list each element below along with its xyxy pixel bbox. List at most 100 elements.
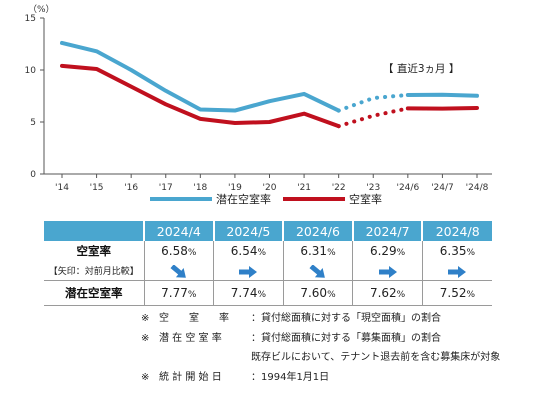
x-tick-label: '24/6: [396, 183, 419, 193]
potential-unit: %: [466, 290, 476, 300]
x-ticks: '14 '15 '16 '17 '18 '19 '20 '21 '22 '23 '24/6 '24/7…: [55, 174, 489, 193]
vacancy-unit: %: [257, 248, 267, 258]
x-tick-label: '21: [297, 183, 311, 193]
trend-cell: [213, 261, 284, 281]
vacancy-value: 6.29: [369, 244, 397, 258]
series-line-0: [60, 40, 341, 113]
trend-arrow-icon: [170, 264, 186, 278]
potential-value: 7.60: [300, 286, 328, 300]
note-mark: ※: [141, 313, 150, 324]
note-desc: 既存ビルにおいて、テナント退去前を含む募集床が対象: [251, 352, 501, 363]
potential-cell: 7.74%: [213, 280, 284, 306]
potential-unit: %: [187, 290, 197, 300]
vacancy-cell: 6.29%: [352, 241, 423, 261]
trend-cell: [143, 261, 214, 281]
arrow-note: 【矢印：対前月比較】: [48, 267, 139, 277]
vacancy-cell: 6.58%: [143, 241, 214, 261]
series-line-recent-0: [405, 92, 479, 98]
potential-cell: 7.77%: [143, 280, 214, 306]
footnotes: ※ 空 室 率 ：貸付総面積に対する「現空面積」の割合 ※ 潜 在 空 室 率 ：貸付総…: [141, 309, 500, 387]
potential-cell: 7.60%: [282, 280, 353, 306]
x-tick-label: '20: [263, 183, 277, 193]
footnote: ※ 統 計 開 始 日 ：1994年1月1日: [141, 368, 500, 388]
x-tick-label: '23: [366, 183, 380, 193]
x-tick-label: '19: [228, 183, 242, 193]
x-tick-label: '24/8: [466, 183, 489, 193]
y-unit-label: （%）: [28, 4, 55, 15]
potential-unit: %: [327, 290, 336, 300]
trend-cell: [352, 261, 423, 281]
footnote: 既存ビルにおいて、テナント退去前を含む募集床が対象: [141, 348, 500, 368]
note-desc: ：1994年1月1日: [251, 371, 330, 383]
potential-value: 7.52: [439, 286, 467, 300]
month-header: 2024/8: [421, 221, 492, 241]
x-tick-label: '15: [90, 183, 104, 193]
potential-unit: %: [257, 290, 267, 300]
legend: 潜在空室率 空室率: [150, 192, 382, 206]
vacancy-value: 6.58: [161, 244, 188, 258]
month-header: 2024/4: [143, 221, 214, 241]
potential-unit: %: [396, 290, 406, 300]
vacancy-cell: 6.35%: [421, 241, 492, 261]
x-tick-label: '24/7: [431, 183, 454, 193]
line-chart: （%） 0 5 10 15 '14 '15 '16 '17 '18 '19 '20 '21 '22 '2…: [25, 4, 492, 206]
table-corner: [44, 221, 144, 241]
note-mark: ※: [141, 371, 150, 383]
vacancy-unit: %: [396, 248, 406, 258]
series-line-1: [60, 63, 341, 129]
arrow-shape: [239, 265, 258, 278]
potential-row: 潜在空室率 7.77% 7.74% 7.60% 7.62% 7.52%: [44, 280, 492, 306]
trend-arrow-icon: [378, 265, 397, 278]
trend-arrow-icon: [448, 265, 467, 278]
vacancy-row: 空室率 6.58% 6.54% 6.31% 6.29% 6.35%: [44, 241, 492, 261]
table-header-row: 2024/4 2024/5 2024/6 2024/7 2024/8: [44, 221, 492, 241]
vacancy-unit: %: [466, 248, 476, 258]
month-header: 2024/6: [282, 221, 353, 241]
vacancy-value: 6.35: [439, 244, 467, 258]
vacancy-row-label: 空室率: [76, 244, 112, 258]
y-tick-label: 0: [30, 170, 36, 180]
series-lines: [60, 40, 479, 129]
arrow-shape: [170, 264, 186, 278]
footnote: ※ 空 室 率 ：貸付総面積に対する「現空面積」の割合: [141, 309, 500, 329]
y-tick-label: 5: [30, 118, 36, 128]
x-tick-label: '22: [332, 183, 346, 193]
arrow-shape: [378, 265, 397, 278]
series-line-dotted-1: [336, 106, 410, 129]
potential-cell: 7.62%: [352, 280, 423, 306]
series-line-dotted-0: [336, 92, 410, 113]
x-tick-label: '18: [193, 183, 207, 193]
x-tick-label: '14: [55, 183, 69, 193]
vacancy-value: 6.31: [300, 244, 328, 258]
trend-arrow-icon: [239, 265, 258, 278]
arrow-shape: [309, 264, 325, 278]
note-term: 空 室 率: [159, 313, 229, 324]
month-header: 2024/5: [212, 221, 284, 241]
y-ticks: 0 5 10 15: [25, 14, 44, 180]
legend-potential-label: 潜在空室率: [216, 192, 271, 206]
potential-row-label: 潜在空室率: [44, 280, 144, 306]
recent-3-months-annotation: 【 直近3ヵ月 】: [383, 62, 459, 75]
potential-cell: 7.52%: [421, 280, 492, 306]
x-tick-label: '17: [159, 183, 173, 193]
trend-cell: [282, 261, 353, 281]
vacancy-cell: 6.31%: [282, 241, 353, 261]
note-term: 統 計 開 始 日: [159, 371, 222, 383]
vacancy-unit: %: [187, 248, 197, 258]
trend-arrow-icon: [309, 264, 325, 278]
legend-vacancy-label: 空室率: [349, 192, 382, 206]
arrow-shape: [448, 265, 467, 278]
arrow-row: 【矢印：対前月比較】: [44, 261, 492, 281]
vacancy-cell: 6.54%: [213, 241, 284, 261]
potential-value: 7.74: [230, 286, 258, 300]
series-line-recent-1: [405, 105, 479, 111]
potential-value: 7.62: [369, 286, 397, 300]
note-desc: ：貸付総面積に対する「募集面積」の割合: [251, 332, 441, 344]
note-mark: ※: [141, 332, 150, 344]
note-term: 潜 在 空 室 率: [159, 332, 222, 344]
y-tick-label: 15: [25, 14, 36, 24]
potential-value: 7.77: [161, 286, 188, 300]
trend-cell: [421, 261, 492, 281]
vacancy-value: 6.54: [230, 244, 258, 258]
x-tick-label: '16: [124, 183, 138, 193]
